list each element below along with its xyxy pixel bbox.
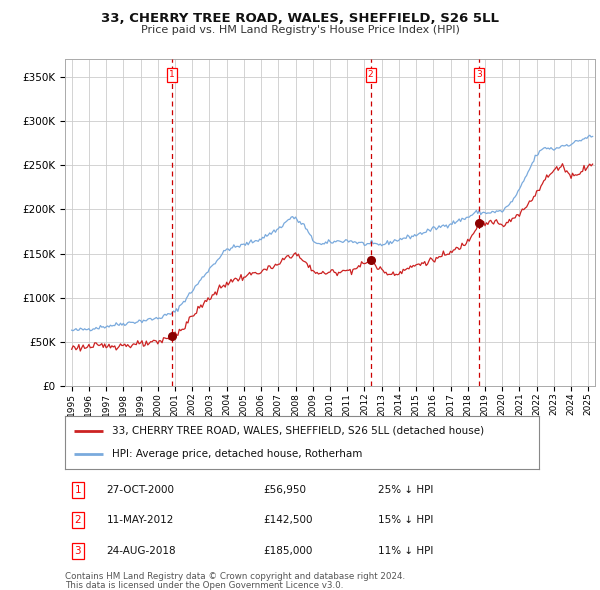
Text: Price paid vs. HM Land Registry's House Price Index (HPI): Price paid vs. HM Land Registry's House …	[140, 25, 460, 35]
Text: This data is licensed under the Open Government Licence v3.0.: This data is licensed under the Open Gov…	[65, 581, 343, 590]
Text: £142,500: £142,500	[263, 516, 313, 525]
Text: 15% ↓ HPI: 15% ↓ HPI	[378, 516, 433, 525]
Text: Contains HM Land Registry data © Crown copyright and database right 2024.: Contains HM Land Registry data © Crown c…	[65, 572, 405, 581]
Text: 27-OCT-2000: 27-OCT-2000	[107, 485, 175, 495]
Text: 33, CHERRY TREE ROAD, WALES, SHEFFIELD, S26 5LL: 33, CHERRY TREE ROAD, WALES, SHEFFIELD, …	[101, 12, 499, 25]
Text: 11-MAY-2012: 11-MAY-2012	[107, 516, 174, 525]
Text: 3: 3	[476, 70, 482, 80]
Text: 2: 2	[368, 70, 373, 80]
Text: 3: 3	[74, 546, 81, 556]
Text: £56,950: £56,950	[263, 485, 306, 495]
Text: £185,000: £185,000	[263, 546, 313, 556]
Text: 25% ↓ HPI: 25% ↓ HPI	[378, 485, 433, 495]
Text: 33, CHERRY TREE ROAD, WALES, SHEFFIELD, S26 5LL (detached house): 33, CHERRY TREE ROAD, WALES, SHEFFIELD, …	[112, 426, 484, 436]
Text: HPI: Average price, detached house, Rotherham: HPI: Average price, detached house, Roth…	[112, 449, 362, 459]
Text: 24-AUG-2018: 24-AUG-2018	[107, 546, 176, 556]
Text: 1: 1	[74, 485, 81, 495]
Text: 11% ↓ HPI: 11% ↓ HPI	[378, 546, 433, 556]
Text: 2: 2	[74, 516, 81, 525]
Text: 1: 1	[169, 70, 175, 80]
